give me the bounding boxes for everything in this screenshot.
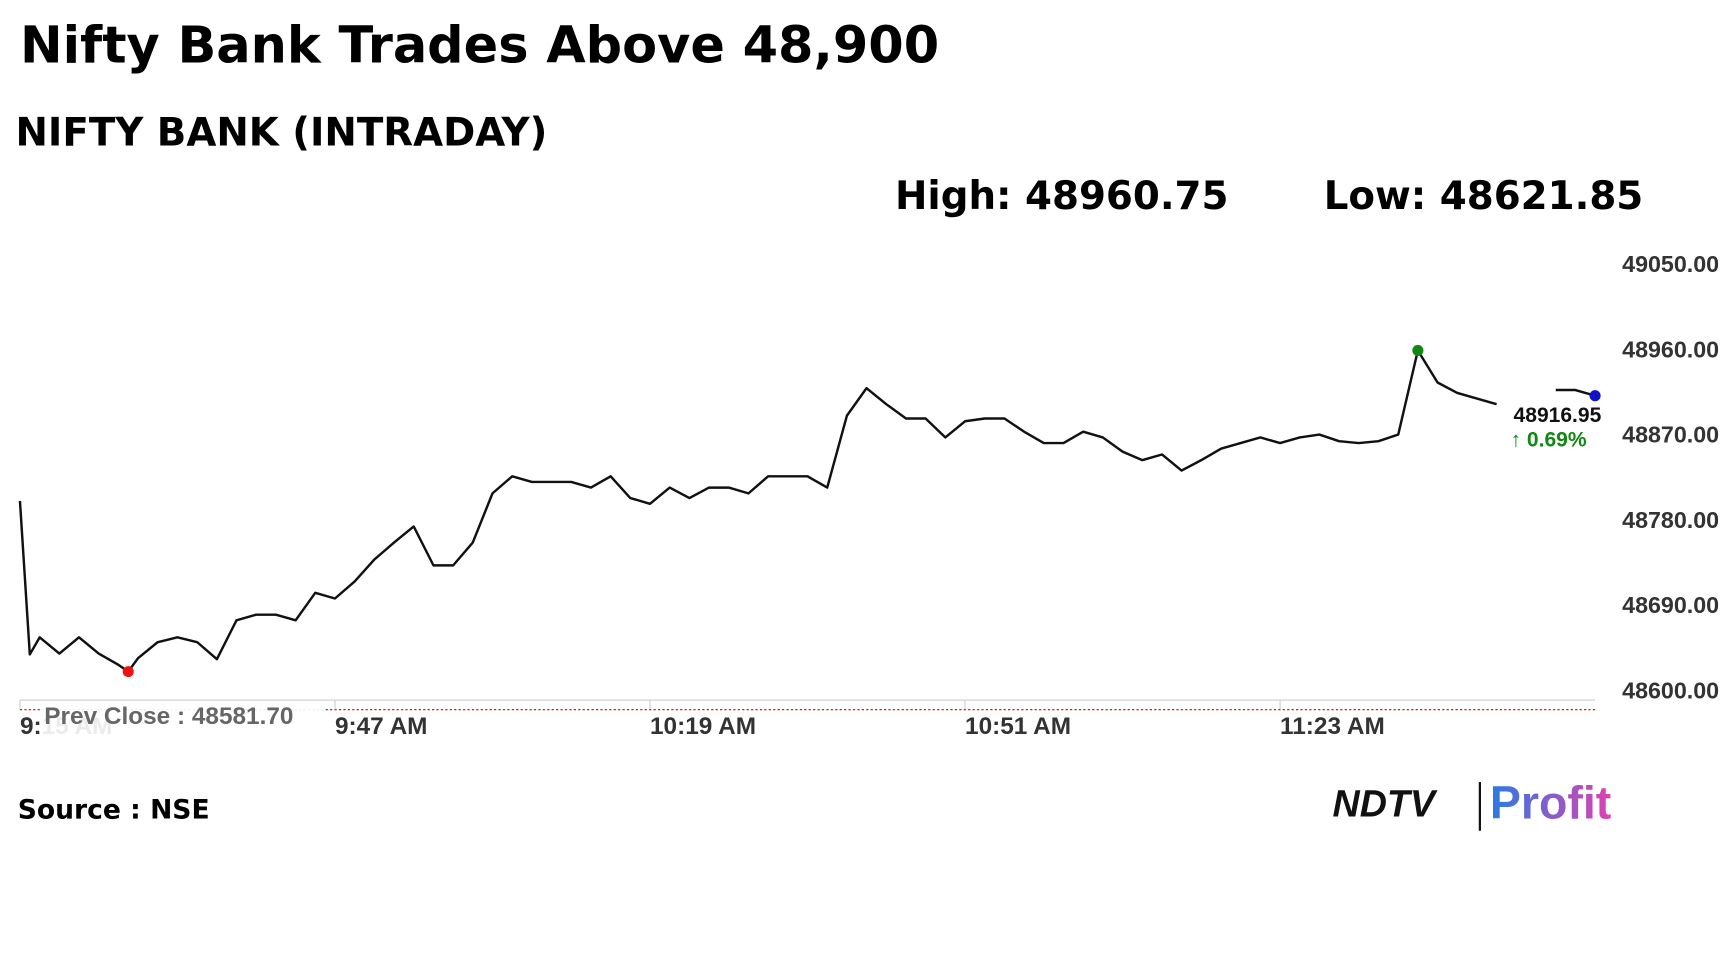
change-label: ↑ 0.69% — [1511, 428, 1587, 451]
prev-close-bg — [39, 702, 324, 736]
high-label: High: 48960.75 — [895, 174, 1228, 219]
brand-left: NDTV — [1333, 782, 1438, 824]
y-tick-label: 48960.00 — [1622, 336, 1719, 362]
y-tick-label: 49050.00 — [1622, 251, 1719, 277]
marker — [1412, 344, 1424, 356]
last-price-label: 48916.95 — [1514, 404, 1602, 427]
source: Source : NSE — [18, 794, 210, 825]
price-line — [18, 349, 1596, 673]
y-tick-label: 48600.00 — [1622, 677, 1719, 703]
x-tick-label: 10:51 AM — [965, 713, 1071, 740]
y-tick-label: 48870.00 — [1622, 422, 1719, 448]
y-tick-label: 48780.00 — [1622, 507, 1719, 533]
x-tick-label: 11:23 AM — [1280, 713, 1385, 740]
low-label: Low: 48621.85 — [1324, 174, 1644, 219]
prev-close-label: Prev Close : 48581.70 — [44, 703, 293, 730]
marker — [122, 666, 134, 678]
x-tick-label: 10:19 AM — [650, 713, 756, 740]
plot-area: 48600.00 48690.00 48780.00 48870.00 48960.00… — [18, 251, 1719, 740]
chart-title: Nifty Bank Trades Above 48,900 — [20, 17, 939, 76]
chart-subtitle: NIFTY BANK (INTRADAY) — [16, 111, 548, 156]
y-tick-label: 48690.00 — [1622, 592, 1719, 618]
brand-right: Profit — [1490, 777, 1611, 829]
marker — [1589, 390, 1601, 402]
x-tick-label: 9:47 AM — [335, 713, 428, 740]
